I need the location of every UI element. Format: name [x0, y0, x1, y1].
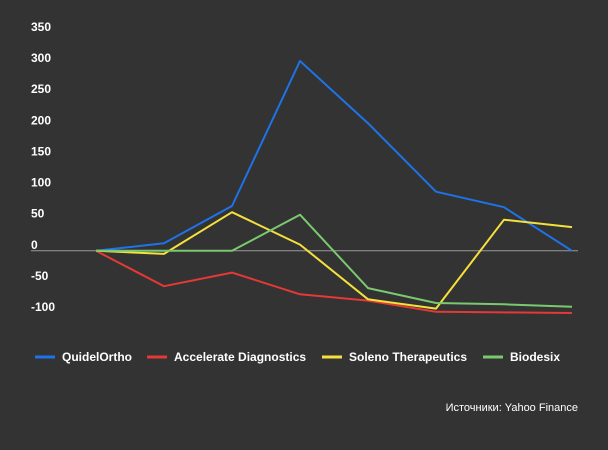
y-tick-label: 350: [31, 20, 51, 34]
series-line-biodesix: [96, 213, 573, 308]
series-line-quidelortho: [95, 60, 573, 252]
y-tick-label: 200: [31, 113, 51, 127]
series-line-soleno-therapeutics: [95, 211, 573, 310]
y-tick-label: 150: [31, 144, 51, 158]
legend-label: QuidelOrtho: [62, 350, 132, 364]
y-tick-label: 50: [31, 207, 45, 221]
series-lines: [95, 60, 573, 314]
legend-label: Accelerate Diagnostics: [174, 350, 306, 364]
legend-label: Soleno Therapeutics: [349, 350, 467, 364]
series-line-accelerate-diagnostics: [95, 249, 573, 314]
legend-label: Biodesix: [510, 350, 560, 364]
y-tick-label: -50: [31, 269, 49, 283]
y-axis-tick-labels: -100 -50 0 50 100 150 200 250 300 350: [31, 20, 55, 314]
y-tick-label: 250: [31, 82, 51, 96]
source-note: Источники: Yahoo Finance: [445, 402, 578, 414]
y-tick-label: 300: [31, 51, 51, 65]
y-tick-label: -100: [31, 300, 55, 314]
legend: QuidelOrtho Accelerate Diagnostics Soleno …: [35, 350, 560, 364]
y-tick-label: 100: [31, 176, 51, 190]
y-tick-label: 0: [31, 238, 38, 252]
